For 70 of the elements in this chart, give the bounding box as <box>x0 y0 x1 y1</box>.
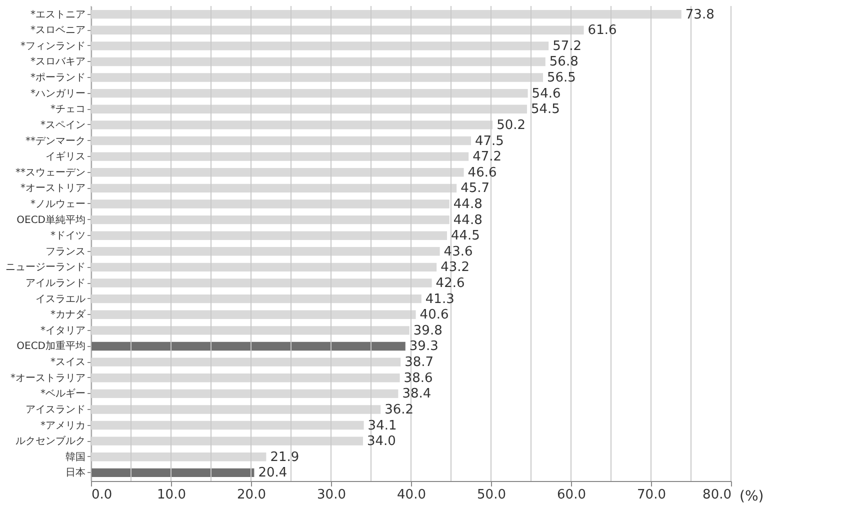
data-label: 38.7 <box>404 355 434 370</box>
x-tick-label: 30.0 <box>317 488 346 502</box>
y-tick-label: *スロバキア <box>30 56 86 68</box>
data-label: 46.6 <box>468 165 497 180</box>
data-label: 44.8 <box>453 212 482 228</box>
data-label: 36.2 <box>384 402 414 418</box>
x-tick-label: 0.0 <box>92 488 112 502</box>
y-tick-label: イギリス <box>46 150 86 163</box>
data-label: 44.5 <box>451 228 480 244</box>
y-tick-label: *ハンガリー <box>30 88 86 100</box>
data-label: 47.2 <box>472 150 502 165</box>
data-label: 20.4 <box>258 466 288 481</box>
data-label: 38.4 <box>402 386 432 402</box>
data-label: 43.2 <box>440 260 470 276</box>
y-tick-label: *オーストリア <box>20 183 86 194</box>
data-label: 34.1 <box>368 418 397 434</box>
y-tick-label: **デンマーク <box>26 136 86 147</box>
data-label: 54.5 <box>531 102 560 118</box>
data-label: 45.7 <box>460 181 490 196</box>
x-tick-label: 40.0 <box>397 488 426 502</box>
y-tick-label: アイスランド <box>26 404 86 416</box>
data-label: 40.6 <box>420 308 449 323</box>
y-tick-label: *スロベニア <box>30 25 86 36</box>
y-tick-label: **スウェーデン <box>16 167 86 178</box>
y-tick-label: ルクセンブルク <box>16 435 86 448</box>
data-label: 61.6 <box>588 23 617 38</box>
x-tick-label: 80.0 <box>702 488 732 502</box>
x-tick-label: 20.0 <box>237 488 266 502</box>
y-tick-label: *チェコ <box>50 104 86 116</box>
data-label: 73.8 <box>685 7 714 22</box>
y-tick-label: *ベルギー <box>40 388 86 400</box>
y-tick-label: *アメリカ <box>40 420 86 432</box>
data-label: 39.8 <box>413 323 442 338</box>
y-tick-label: *ノルウェー <box>30 198 86 210</box>
data-label: 21.9 <box>270 450 300 465</box>
data-label: 50.2 <box>496 118 526 133</box>
data-label: 41.3 <box>425 292 454 307</box>
data-label: 44.8 <box>453 196 482 212</box>
y-tick-label: *スイス <box>50 357 86 368</box>
x-tick-label: 70.0 <box>637 488 666 502</box>
y-tick-label: イスラエル <box>36 294 86 305</box>
data-label: 34.0 <box>367 434 396 450</box>
x-tick-label: 60.0 <box>557 488 586 502</box>
data-label: 54.6 <box>532 86 561 102</box>
y-tick-label: アイルランド <box>26 278 86 290</box>
x-tick-label: 10.0 <box>157 488 186 502</box>
y-tick-label: フランス <box>46 246 86 258</box>
data-label: 56.8 <box>549 54 578 70</box>
x-axis-title: (%) <box>740 488 764 504</box>
y-tick-label: *ポーランド <box>30 72 86 84</box>
data-label: 39.3 <box>409 339 438 354</box>
data-label: 42.6 <box>436 276 465 292</box>
y-tick-label: ニュージーランド <box>6 262 86 274</box>
y-tick-label: *フィンランド <box>20 40 86 52</box>
y-tick-label: *カナダ <box>50 308 86 321</box>
data-label: 47.5 <box>475 134 504 149</box>
y-tick-label: 日本 <box>66 466 86 479</box>
data-label: 57.2 <box>552 38 582 54</box>
data-label: 56.5 <box>547 70 576 86</box>
y-tick-label: *スペイン <box>40 120 86 131</box>
data-label: 38.6 <box>404 370 433 386</box>
y-tick-label: *ドイツ <box>50 230 86 242</box>
y-tick-label: OECD単純平均 <box>16 214 86 226</box>
y-tick-label: 韓国 <box>66 450 86 463</box>
y-tick-label: *エストニア <box>30 9 86 20</box>
data-label: 43.6 <box>444 244 473 260</box>
x-tick-label: 50.0 <box>477 488 506 502</box>
y-tick-label: OECD加重平均 <box>16 340 86 352</box>
y-tick-label: *イタリア <box>40 325 86 336</box>
y-tick-label: *オーストラリア <box>10 372 86 384</box>
